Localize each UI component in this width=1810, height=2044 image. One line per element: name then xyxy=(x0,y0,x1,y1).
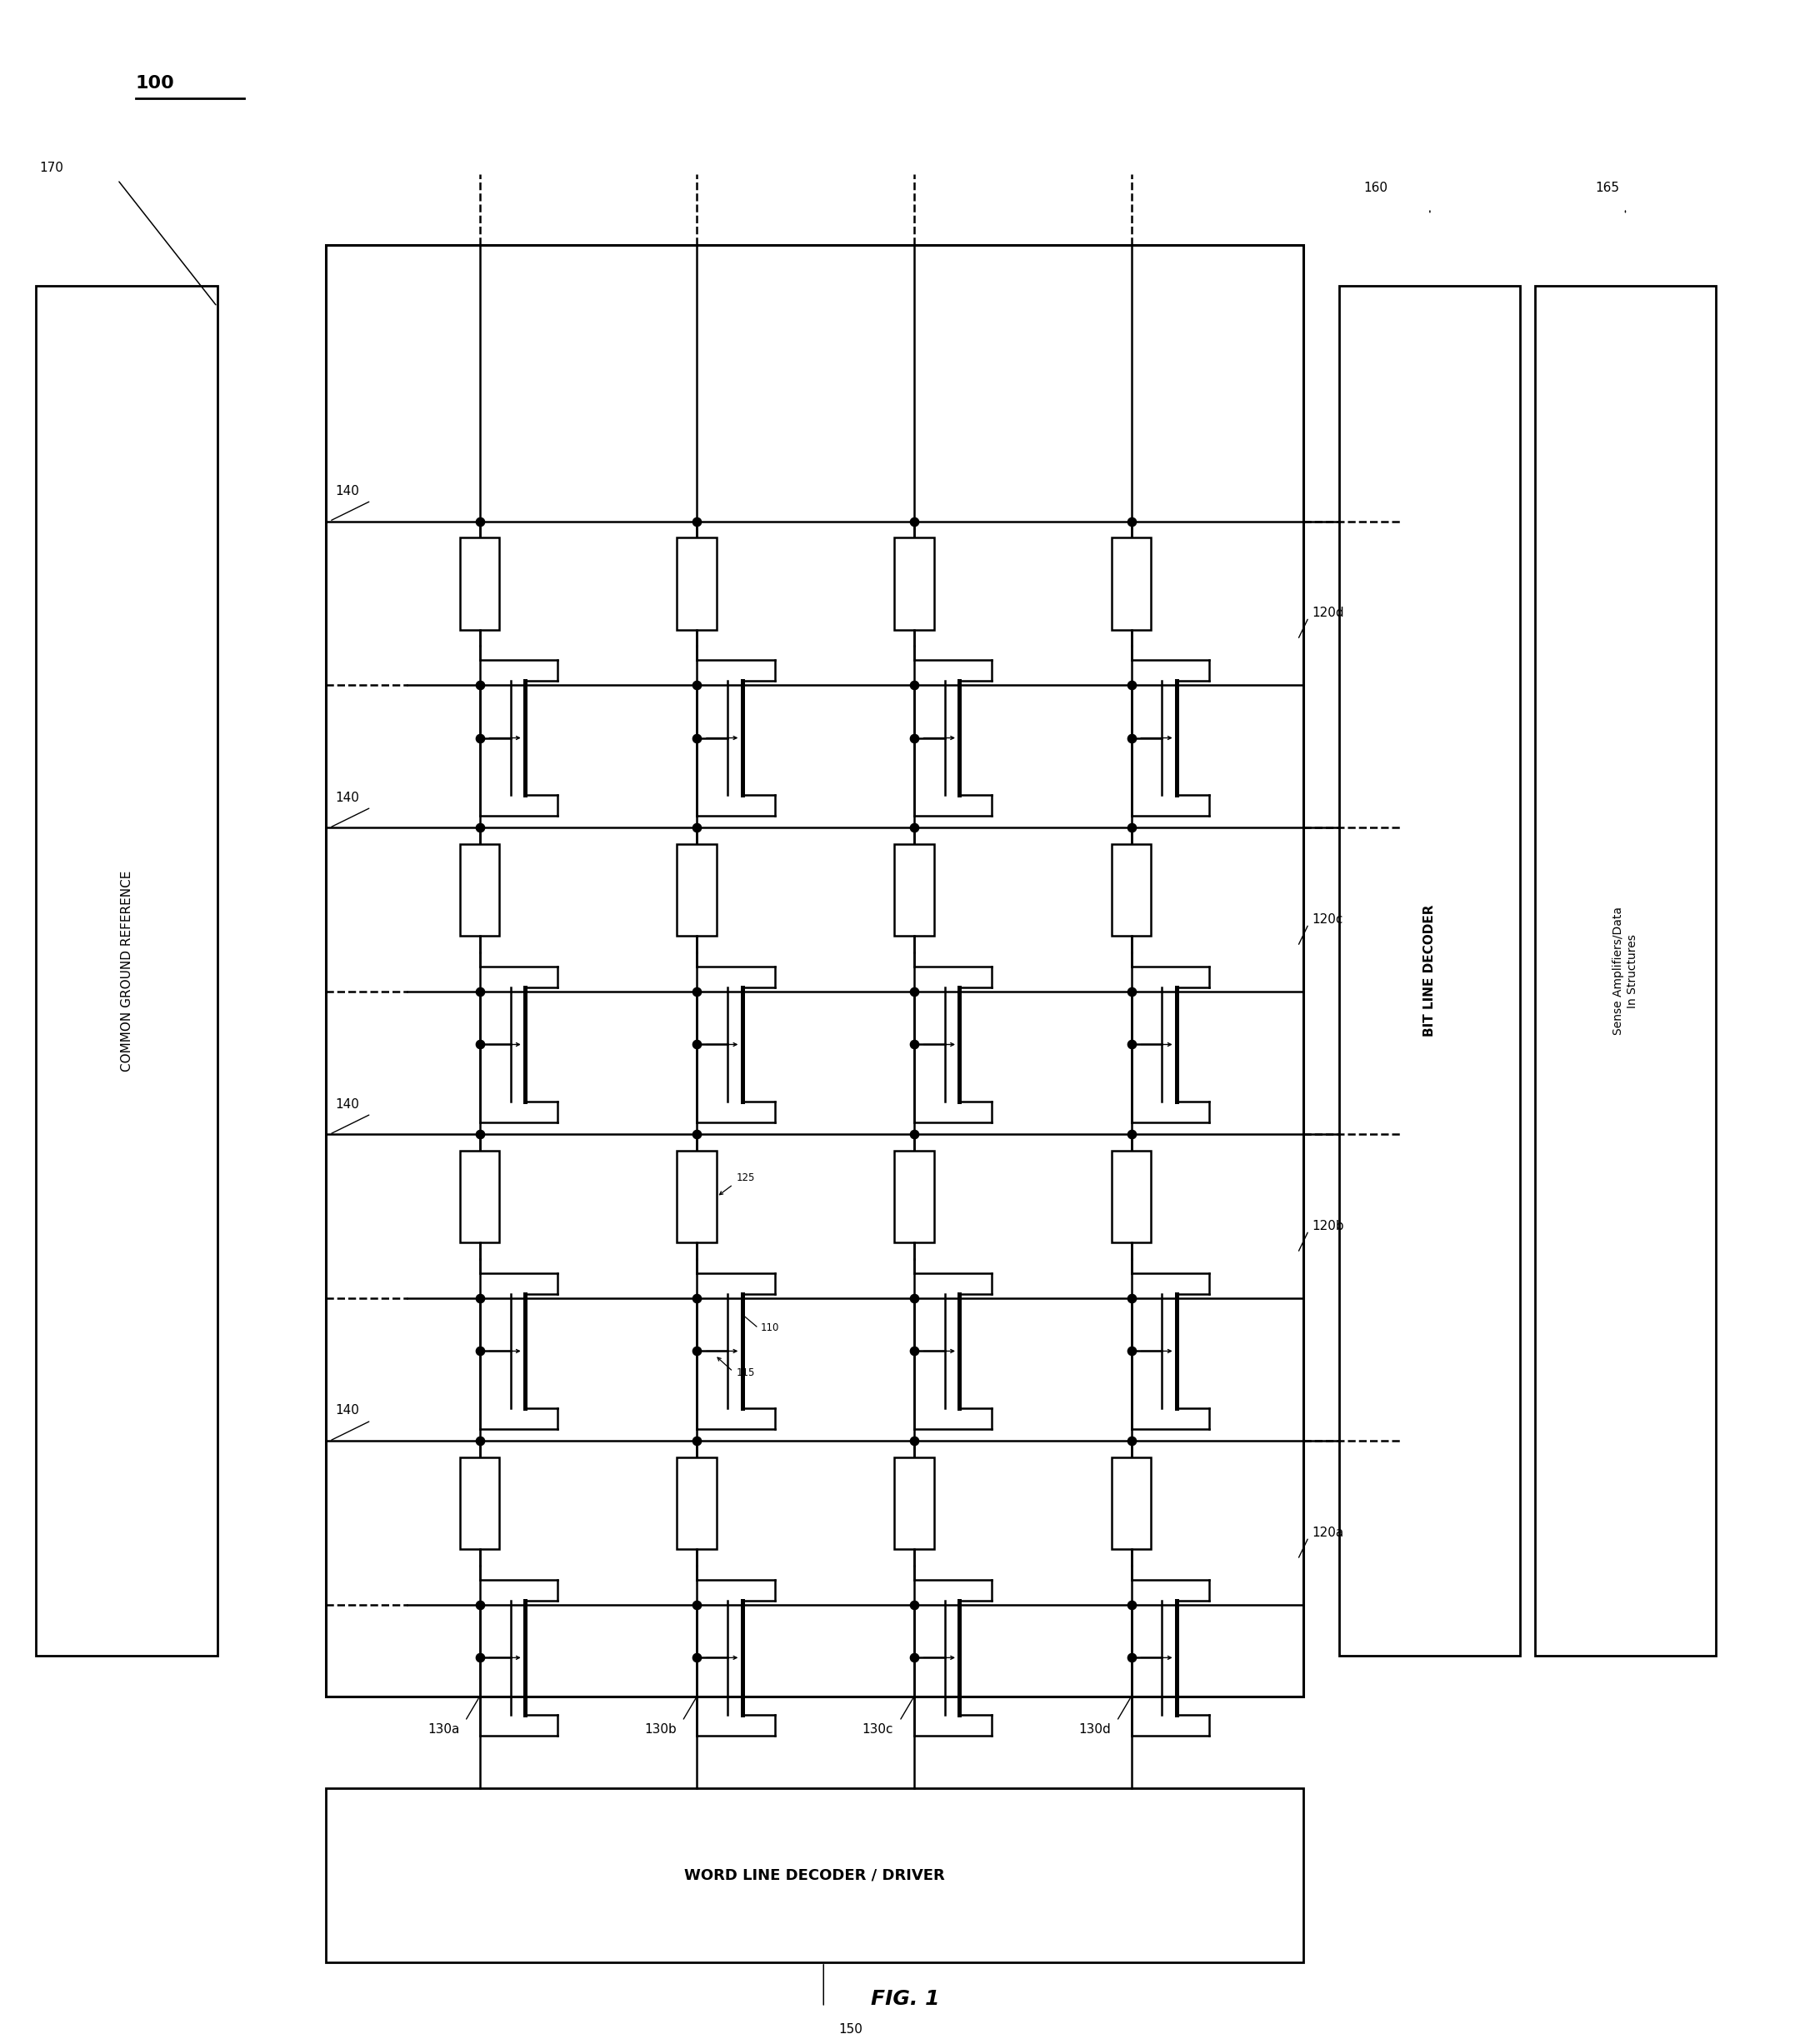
Bar xyxy=(1111,1151,1151,1243)
Text: WORD LINE DECODER / DRIVER: WORD LINE DECODER / DRIVER xyxy=(684,1868,945,1883)
Point xyxy=(900,975,929,1008)
Point xyxy=(682,1282,711,1314)
Bar xyxy=(460,538,500,630)
Point xyxy=(682,1335,711,1367)
Bar xyxy=(460,844,500,936)
Point xyxy=(682,975,711,1008)
Text: 100: 100 xyxy=(136,76,176,92)
Point xyxy=(1117,811,1146,844)
Text: 130c: 130c xyxy=(862,1723,894,1735)
Point xyxy=(1117,1641,1146,1674)
Bar xyxy=(677,1457,717,1549)
Point xyxy=(682,811,711,844)
Text: COMMON GROUND REFERENCE: COMMON GROUND REFERENCE xyxy=(121,871,132,1071)
Point xyxy=(682,1641,711,1674)
Point xyxy=(465,1335,494,1367)
Point xyxy=(900,1282,929,1314)
Text: Sense Amplifiers/Data
In Structures: Sense Amplifiers/Data In Structures xyxy=(1613,908,1638,1034)
Point xyxy=(682,1588,711,1621)
Bar xyxy=(460,1151,500,1243)
Text: 170: 170 xyxy=(40,161,63,174)
Point xyxy=(682,1028,711,1061)
Point xyxy=(465,1425,494,1457)
Bar xyxy=(894,844,934,936)
Point xyxy=(465,1641,494,1674)
Point xyxy=(1117,1118,1146,1151)
Text: 140: 140 xyxy=(335,484,358,497)
Bar xyxy=(1111,1457,1151,1549)
Point xyxy=(682,505,711,538)
Point xyxy=(1117,722,1146,754)
Text: 130d: 130d xyxy=(1079,1723,1111,1735)
Bar xyxy=(677,1151,717,1243)
Point xyxy=(900,1588,929,1621)
Point xyxy=(900,1118,929,1151)
Point xyxy=(465,975,494,1008)
Point xyxy=(900,505,929,538)
Point xyxy=(465,811,494,844)
Bar xyxy=(1535,286,1716,1656)
Text: 140: 140 xyxy=(335,791,358,803)
Text: 150: 150 xyxy=(838,2024,863,2036)
Point xyxy=(1117,505,1146,538)
Point xyxy=(900,811,929,844)
Point xyxy=(900,668,929,701)
Point xyxy=(682,668,711,701)
Point xyxy=(682,722,711,754)
Bar xyxy=(326,1788,1303,1962)
Point xyxy=(900,1335,929,1367)
Bar xyxy=(460,1457,500,1549)
Point xyxy=(1117,975,1146,1008)
Bar xyxy=(1111,538,1151,630)
Text: 120c: 120c xyxy=(1312,914,1343,926)
Bar xyxy=(677,844,717,936)
Point xyxy=(682,1118,711,1151)
Point xyxy=(465,1588,494,1621)
Text: 125: 125 xyxy=(737,1171,755,1183)
Bar xyxy=(1339,286,1520,1656)
Text: 130a: 130a xyxy=(427,1723,460,1735)
Point xyxy=(465,1118,494,1151)
Point xyxy=(465,505,494,538)
Point xyxy=(682,1425,711,1457)
Point xyxy=(1117,1282,1146,1314)
Bar xyxy=(894,538,934,630)
Bar xyxy=(36,286,217,1656)
Text: 115: 115 xyxy=(737,1367,755,1378)
Point xyxy=(465,1028,494,1061)
Point xyxy=(1117,1588,1146,1621)
Text: 120d: 120d xyxy=(1312,607,1345,619)
Text: 140: 140 xyxy=(335,1098,358,1110)
Text: FIG. 1: FIG. 1 xyxy=(871,1989,939,2009)
Bar xyxy=(894,1457,934,1549)
Point xyxy=(900,722,929,754)
Point xyxy=(900,1641,929,1674)
Text: 120b: 120b xyxy=(1312,1220,1345,1233)
Bar xyxy=(1111,844,1151,936)
Bar xyxy=(894,1151,934,1243)
Text: 110: 110 xyxy=(760,1322,778,1333)
Text: 160: 160 xyxy=(1363,182,1388,194)
Point xyxy=(1117,668,1146,701)
Text: 120a: 120a xyxy=(1312,1527,1345,1539)
Point xyxy=(465,722,494,754)
Point xyxy=(1117,1425,1146,1457)
Point xyxy=(1117,1028,1146,1061)
Point xyxy=(465,668,494,701)
Text: BIT LINE DECODER: BIT LINE DECODER xyxy=(1424,905,1435,1036)
Point xyxy=(1117,1335,1146,1367)
Bar xyxy=(677,538,717,630)
Point xyxy=(900,1425,929,1457)
Text: 130b: 130b xyxy=(644,1723,677,1735)
Text: 140: 140 xyxy=(335,1404,358,1416)
Bar xyxy=(326,245,1303,1697)
Point xyxy=(900,1028,929,1061)
Point xyxy=(465,1282,494,1314)
Text: 165: 165 xyxy=(1595,182,1620,194)
